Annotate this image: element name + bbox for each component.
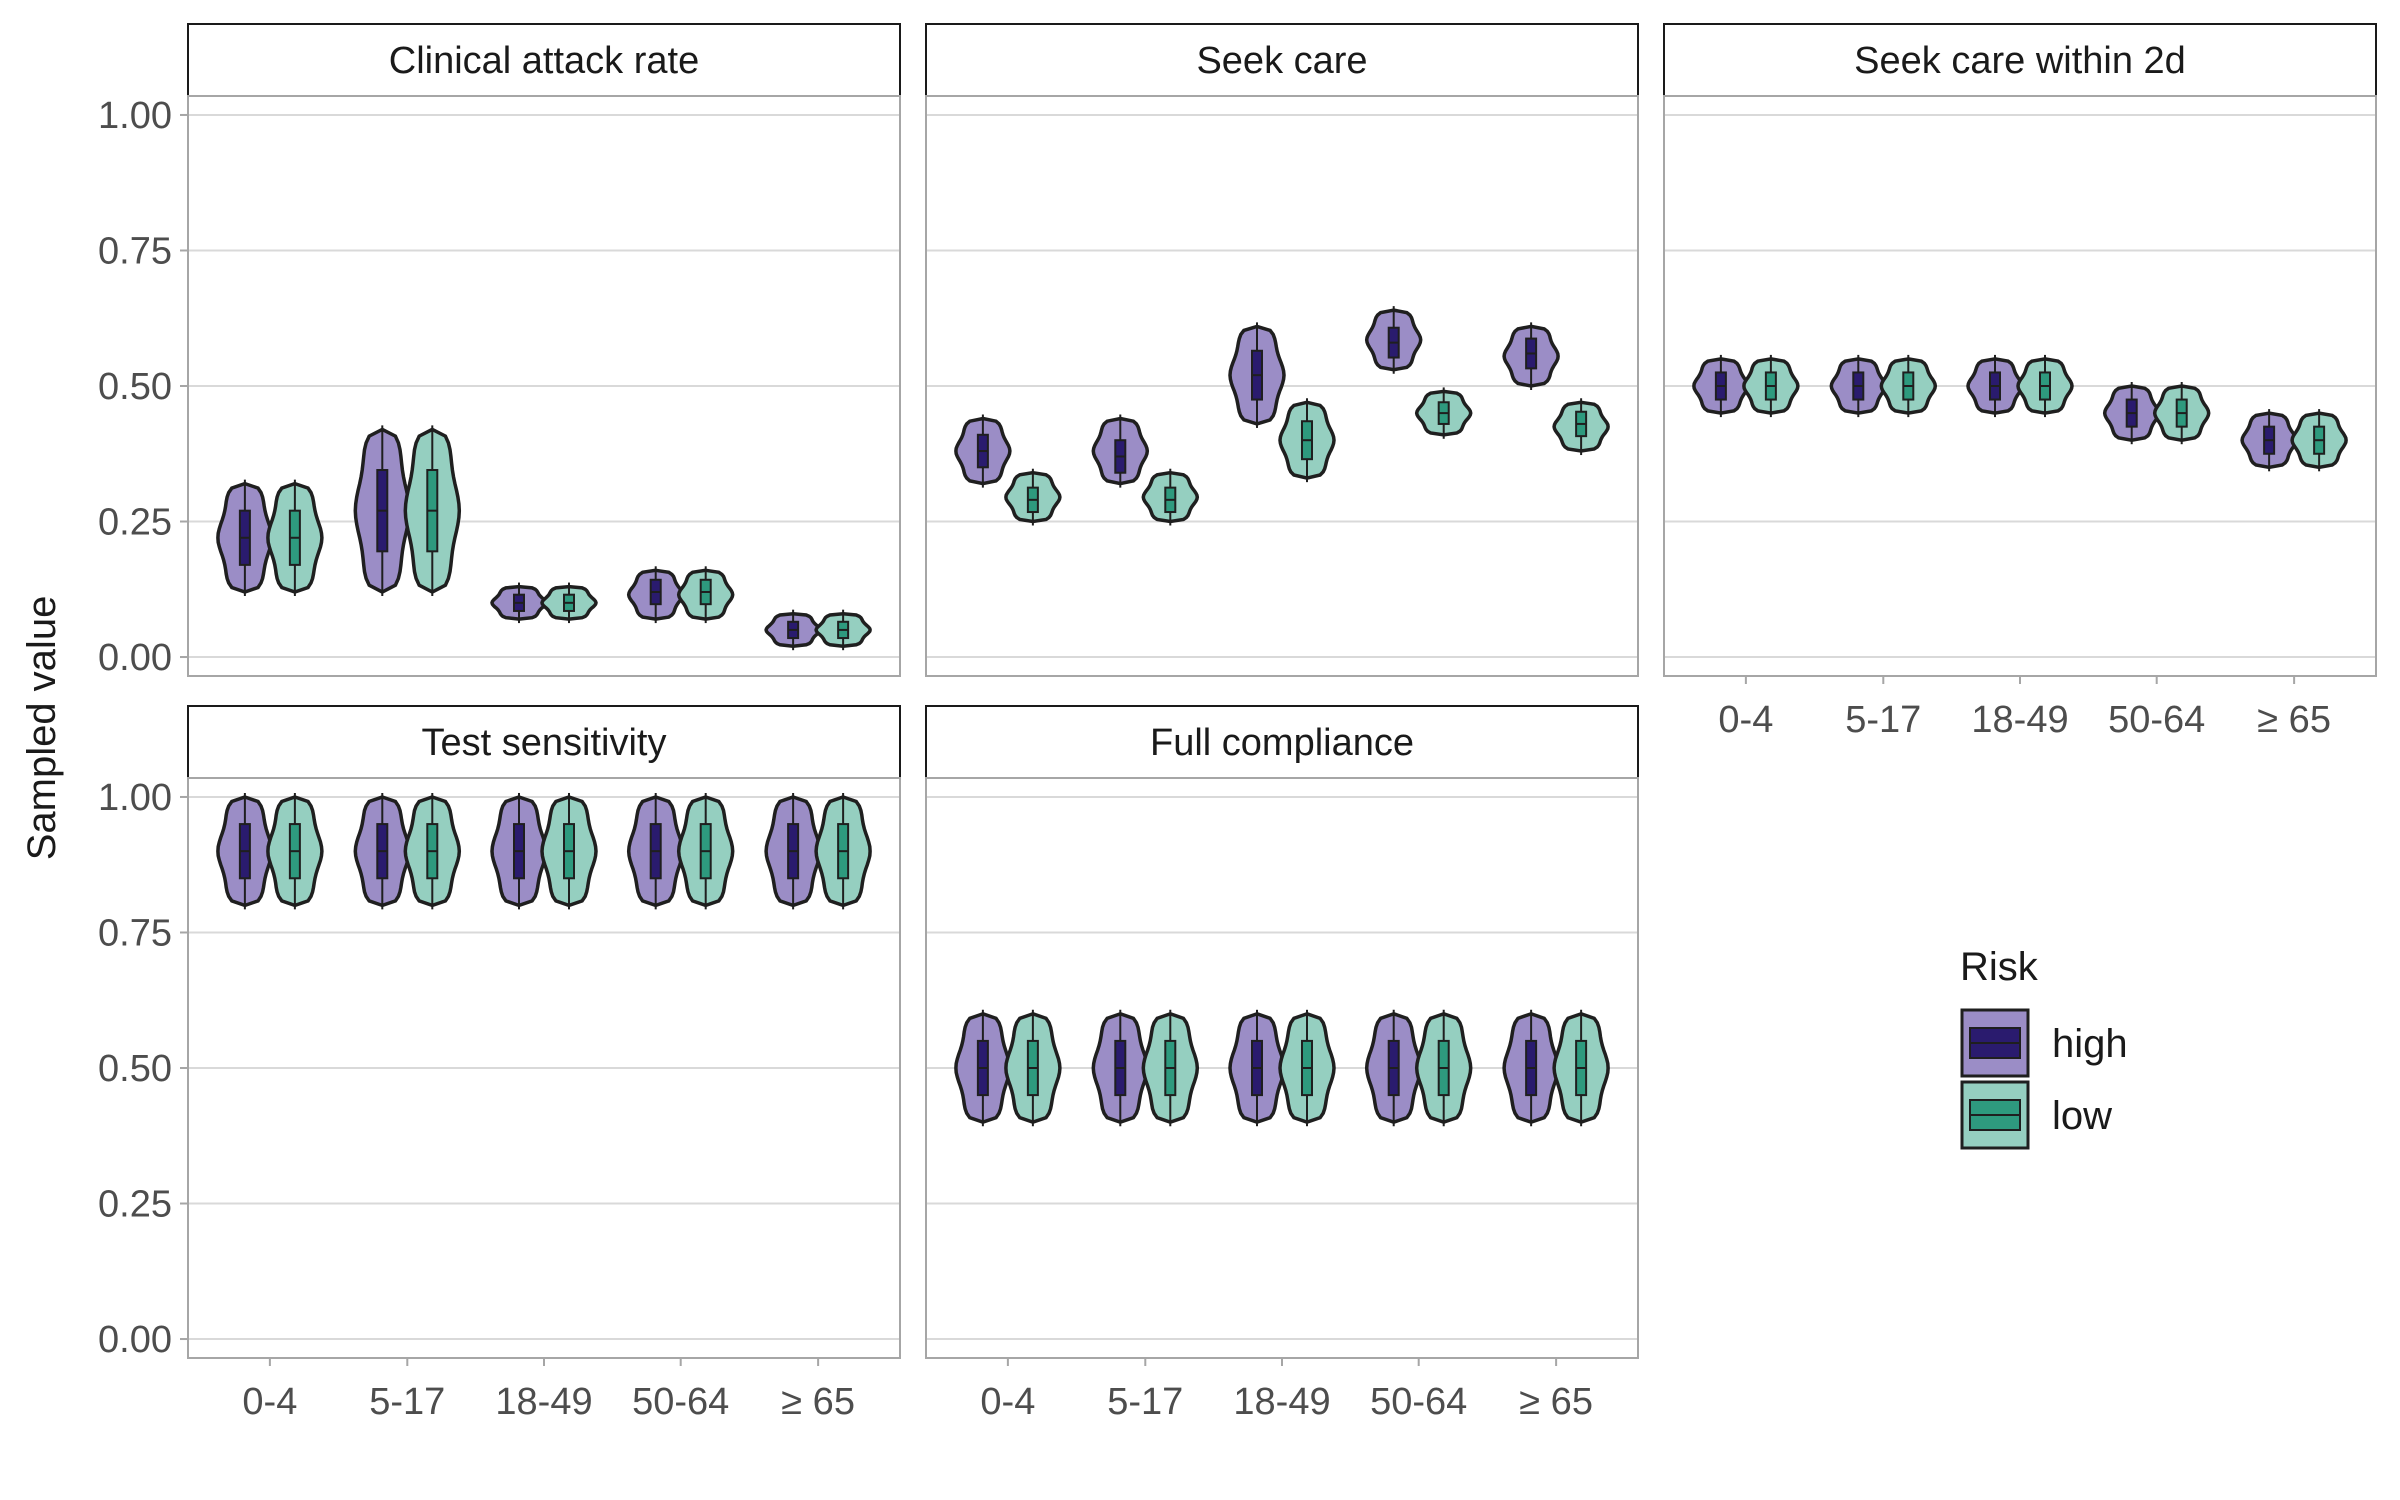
y-tick-label: 1.00	[98, 95, 172, 137]
x-tick-label: 50-64	[632, 1381, 729, 1423]
x-tick-label: ≥ 65	[1519, 1381, 1593, 1423]
panel-title: Clinical attack rate	[389, 40, 699, 82]
panel-title: Seek care	[1196, 40, 1367, 82]
panel-strip	[925, 705, 1639, 779]
x-tick-label: 50-64	[2108, 699, 2205, 741]
y-tick-label: 0.75	[98, 230, 172, 272]
panel-1: Clinical attack rate 0.00 0.25 0.50 0.75 1.00	[98, 23, 901, 679]
y-tick-label: 0.25	[98, 1184, 172, 1226]
legend-label-low: low	[2052, 1094, 2112, 1138]
x-tick-label: 0-4	[242, 1381, 297, 1423]
x-tick-label: 0-4	[980, 1381, 1035, 1423]
y-tick-label: 0.75	[98, 912, 172, 954]
panel-strip	[1663, 23, 2377, 97]
x-tick-label: ≥ 65	[781, 1381, 855, 1423]
panel-2: Seek care	[925, 23, 1639, 677]
y-tick-label: 0.00	[98, 637, 172, 679]
legend: Risk high low	[1960, 945, 2128, 1150]
panel-strip	[925, 23, 1639, 97]
y-tick-label: 0.50	[98, 1048, 172, 1090]
x-tick-label: ≥ 65	[2257, 699, 2331, 741]
y-tick-label: 0.25	[98, 502, 172, 544]
x-tick-label: 18-49	[1971, 699, 2068, 741]
x-tick-label: 5-17	[1107, 1381, 1183, 1423]
y-axis-title: Sampled value	[20, 596, 64, 861]
panel-title: Full compliance	[1150, 722, 1414, 764]
legend-label-high: high	[2052, 1022, 2128, 1066]
x-tick-label: 5-17	[369, 1381, 445, 1423]
panel-strip	[187, 23, 901, 97]
x-tick-label: 50-64	[1370, 1381, 1467, 1423]
legend-title: Risk	[1960, 945, 2039, 989]
panel-5: Full compliance 0-4 5-17 18-49 50-64 ≥ 65	[925, 705, 1639, 1423]
panel-strip	[187, 705, 901, 779]
y-tick-label: 0.50	[98, 366, 172, 408]
panel-title: Test sensitivity	[422, 722, 667, 764]
x-tick-label: 0-4	[1718, 699, 1773, 741]
panel-3: Seek care within 2d 0-4 5-17 18-49 50-64 ≥ 65	[1663, 23, 2377, 741]
panel-title: Seek care within 2d	[1854, 40, 2186, 82]
panel-4: Test sensitivity 0.00 0.25 0.50 0.75 1.00 0-4 5…	[98, 705, 901, 1423]
panel-border	[925, 95, 1639, 677]
x-tick-label: 5-17	[1845, 699, 1921, 741]
x-tick-label: 18-49	[495, 1381, 592, 1423]
x-tick-label: 18-49	[1233, 1381, 1330, 1423]
y-tick-label: 1.00	[98, 777, 172, 819]
y-tick-label: 0.00	[98, 1319, 172, 1361]
